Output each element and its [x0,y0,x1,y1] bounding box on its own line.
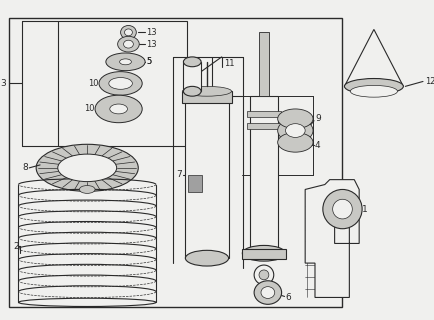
Ellipse shape [277,119,312,142]
Ellipse shape [109,104,127,114]
Bar [188,175,202,192]
Ellipse shape [123,40,133,48]
Text: 8: 8 [23,163,28,172]
Ellipse shape [344,78,402,94]
Ellipse shape [36,144,138,191]
Bar [58,20,187,146]
Bar [242,249,285,259]
Text: 13: 13 [146,28,156,37]
Ellipse shape [105,53,145,71]
Text: 11: 11 [223,59,233,68]
Text: 10: 10 [84,104,95,114]
Ellipse shape [117,36,139,52]
Ellipse shape [183,57,201,67]
Bar [247,123,280,129]
Ellipse shape [185,250,228,266]
Ellipse shape [18,298,155,307]
Text: 6: 6 [285,293,291,302]
Bar [182,91,231,103]
Bar [185,101,228,258]
Ellipse shape [253,281,281,304]
Ellipse shape [182,86,231,96]
Ellipse shape [253,265,273,285]
Ellipse shape [108,77,132,89]
Ellipse shape [277,132,312,152]
Bar [183,62,201,91]
Text: 7: 7 [176,170,182,179]
Ellipse shape [349,85,397,97]
Ellipse shape [258,270,268,280]
Text: 5: 5 [146,57,151,66]
Text: 3: 3 [0,79,6,88]
Polygon shape [305,180,358,298]
Bar [258,32,268,96]
Ellipse shape [95,95,142,123]
Text: 12: 12 [424,77,434,86]
Text: 4: 4 [314,141,320,150]
Ellipse shape [183,86,201,96]
Bar [247,111,280,117]
Ellipse shape [242,245,285,261]
Ellipse shape [332,199,352,219]
Ellipse shape [58,154,116,181]
Ellipse shape [260,287,274,299]
Ellipse shape [99,72,142,95]
Text: 9: 9 [314,114,320,123]
Text: 5: 5 [146,57,151,66]
Polygon shape [344,29,402,86]
Ellipse shape [120,26,136,39]
Ellipse shape [322,189,361,229]
Text: 2: 2 [13,242,18,251]
Ellipse shape [79,186,95,193]
Ellipse shape [119,59,131,65]
Ellipse shape [277,109,312,129]
Text: 10: 10 [88,79,99,88]
Bar [250,96,277,253]
Bar [9,18,342,307]
Text: 13: 13 [146,40,156,49]
Ellipse shape [124,29,132,36]
Ellipse shape [285,124,305,137]
Text: 1: 1 [361,204,367,213]
